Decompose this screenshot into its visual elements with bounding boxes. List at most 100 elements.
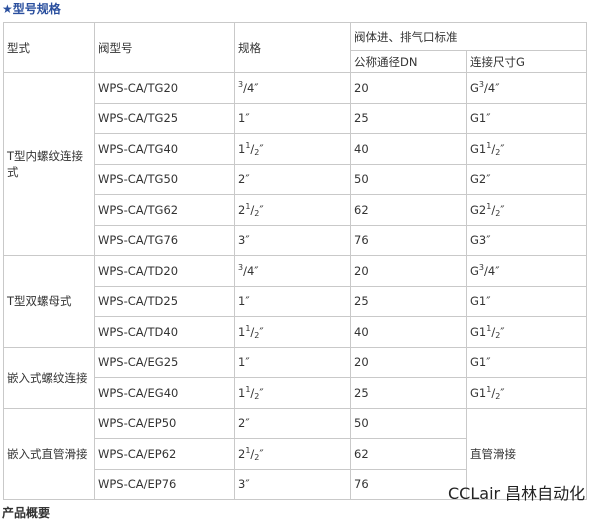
type-cell: T型内螺纹连接式 [3, 72, 95, 256]
text-part: 2 [495, 330, 501, 340]
header-cell: 型式 [3, 22, 95, 73]
dn-cell: 25 [350, 285, 467, 317]
g-cell: G1″ [466, 285, 587, 317]
dn-cell: 40 [350, 133, 467, 165]
model-cell: WPS-CA/EP50 [94, 407, 235, 439]
watermark: CCLair 昌林自动化 [448, 484, 586, 503]
g-cell: G11/2″ [466, 316, 587, 348]
spec-cell: 3″ [234, 468, 351, 500]
text-part: ″ [500, 385, 505, 400]
text-part: G1″ [470, 355, 491, 370]
dn-cell: 62 [350, 194, 467, 226]
spec-cell: 21/2″ [234, 438, 351, 470]
text-part: 1 [486, 201, 492, 211]
model-cell: WPS-CA/TD20 [94, 255, 235, 287]
text-part: ″ [500, 324, 505, 339]
text-part: / [491, 385, 496, 400]
section-title: ★型号规格 [2, 2, 61, 16]
spec-cell: 3/4″ [234, 72, 351, 104]
table-row: WPS-CA/TG25 1″ 25 G1″ [4, 102, 587, 134]
text-part: / [250, 141, 255, 156]
model-cell: WPS-CA/EG25 [94, 346, 235, 378]
g-cell: G11/2″ [466, 377, 587, 409]
text-part: 3 [238, 80, 244, 90]
text-part: G1 [470, 385, 487, 400]
g-cell: G2″ [466, 163, 587, 195]
g-cell: G11/2″ [466, 133, 587, 165]
text-part: G [470, 81, 479, 96]
text-part: G [470, 264, 479, 279]
text-part: 1 [238, 324, 246, 339]
header-cell: 连接尺寸G [466, 50, 587, 73]
spec-cell: 2″ [234, 163, 351, 195]
model-cell: WPS-CA/EG40 [94, 377, 235, 409]
dn-cell: 50 [350, 407, 467, 439]
table-row: 嵌入式螺纹连接 WPS-CA/EG25 1″ 20 G1″ [3, 346, 587, 409]
text-part: 2 [254, 208, 260, 218]
dn-cell: 76 [350, 468, 467, 500]
spec-cell: 1″ [234, 346, 351, 378]
model-cell: WPS-CA/EP76 [94, 468, 235, 500]
text-part: 1 [245, 323, 251, 333]
header-cell: 公称通径DN [350, 50, 467, 73]
text-part: / [491, 202, 496, 217]
text-part: / [250, 446, 255, 461]
text-part: G3″ [470, 233, 491, 248]
model-cell: WPS-CA/TD25 [94, 285, 235, 317]
dn-cell: 20 [350, 255, 467, 287]
text-part: G1″ [470, 294, 491, 309]
text-part: 3″ [238, 477, 250, 492]
dn-cell: 20 [350, 72, 467, 104]
text-part: 2″ [238, 416, 250, 431]
text-part: G1″ [470, 111, 491, 126]
type-cell: T型双螺母式 [3, 255, 95, 348]
text-part: /4″ [243, 81, 259, 96]
text-part: 3″ [238, 233, 250, 248]
spec-cell: 2″ [234, 407, 351, 439]
text-part: / [250, 202, 255, 217]
text-part: 2 [495, 391, 501, 401]
g-cell: G1″ [466, 346, 587, 378]
text-part: 1″ [238, 355, 250, 370]
table-row: WPS-CA/EP76 3″ 76 [4, 468, 587, 500]
text-part: 1 [486, 323, 492, 333]
text-part: G2 [470, 202, 487, 217]
spec-table: 型式 阀型号 规格 阀体进、排气口标准 公称通径DN 连接尺寸G T型内螺纹连接… [3, 22, 587, 500]
text-part: G1 [470, 324, 487, 339]
spec-cell: 11/2″ [234, 316, 351, 348]
model-cell: WPS-CA/TG50 [94, 163, 235, 195]
text-part: 3 [478, 80, 485, 90]
dn-cell: 20 [350, 346, 467, 378]
text-part: ″ [259, 324, 264, 339]
spec-cell: 3/4″ [234, 255, 351, 287]
text-part: / [491, 324, 496, 339]
text-part: /4″ [484, 264, 500, 279]
g-cell: G3/4″ [466, 72, 587, 104]
spec-cell: 11/2″ [234, 377, 351, 409]
text-part: 2 [238, 202, 246, 217]
header-cell: 规格 [234, 22, 351, 73]
text-part: 1 [245, 445, 251, 455]
text-part: / [250, 324, 255, 339]
g-cell: G1″ [466, 102, 587, 134]
text-part: / [491, 141, 496, 156]
text-part: 1 [486, 140, 492, 150]
text-part: 2 [254, 391, 260, 401]
text-part: /4″ [243, 264, 259, 279]
text-part: 2 [238, 446, 246, 461]
text-part: 2 [254, 452, 260, 462]
dn-cell: 25 [350, 377, 467, 409]
spec-cell: 11/2″ [234, 133, 351, 165]
type-cell: 嵌入式螺纹连接 [3, 346, 95, 409]
table-row: WPS-CA/EP62 21/2″ 62 [4, 438, 587, 470]
text-part: 1 [245, 201, 251, 211]
text-part: 1 [238, 141, 246, 156]
text-part: 1 [245, 384, 251, 394]
spec-cell: 1″ [234, 102, 351, 134]
text-part: ″ [259, 202, 264, 217]
text-part: ″ [259, 446, 264, 461]
text-part: G1 [470, 141, 487, 156]
text-part: G2″ [470, 172, 491, 187]
table-row: T型双螺母式 WPS-CA/TD20 3/4″ 20 G3/4″ [3, 255, 587, 348]
